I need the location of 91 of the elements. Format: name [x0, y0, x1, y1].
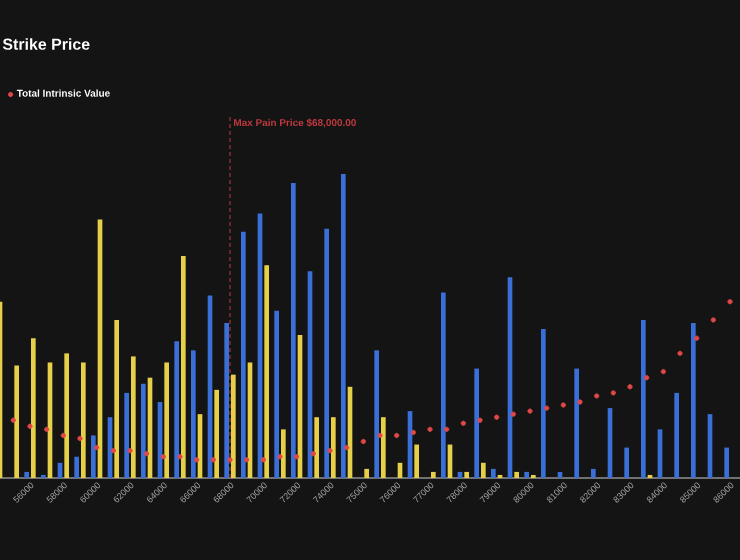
point [444, 426, 450, 432]
bar [191, 350, 196, 478]
point [110, 448, 116, 454]
point [127, 448, 133, 454]
bar [324, 228, 329, 478]
point [460, 420, 466, 426]
bar [381, 417, 386, 478]
bar [64, 353, 69, 478]
point [710, 317, 716, 323]
point [427, 426, 433, 432]
point [694, 335, 700, 341]
bar [91, 435, 96, 478]
bar [124, 392, 129, 478]
point [494, 414, 500, 420]
point [244, 457, 250, 463]
point [94, 445, 100, 451]
bar [414, 444, 419, 478]
point [477, 417, 483, 423]
bar [431, 471, 436, 478]
bar [74, 456, 79, 478]
bar [114, 319, 119, 478]
point [577, 399, 583, 405]
bar [724, 447, 730, 478]
point [194, 457, 200, 463]
point [77, 435, 83, 442]
point [27, 423, 33, 429]
bar [674, 392, 680, 478]
point [594, 393, 600, 399]
point [260, 457, 266, 463]
point [327, 448, 333, 454]
bar [641, 319, 646, 478]
bar [524, 471, 530, 478]
point [44, 426, 50, 432]
bar [181, 256, 186, 478]
bar [174, 341, 179, 478]
point [527, 408, 533, 414]
bar [14, 365, 19, 478]
bar [291, 183, 296, 478]
point [660, 369, 666, 375]
bar [514, 471, 520, 478]
point [310, 451, 316, 457]
point [510, 411, 516, 417]
bar [541, 329, 546, 478]
bar [341, 174, 346, 478]
point [360, 438, 366, 445]
bar [374, 350, 379, 478]
bar [491, 468, 496, 478]
point [177, 454, 183, 460]
bar [31, 338, 36, 478]
point [727, 299, 733, 305]
point [644, 375, 650, 381]
point [560, 402, 566, 408]
point [410, 429, 416, 435]
point [677, 350, 683, 356]
bar [481, 462, 486, 478]
bar [364, 468, 369, 478]
bar [331, 417, 336, 478]
bar [164, 362, 169, 478]
point [627, 384, 633, 390]
bar [281, 429, 286, 478]
bar [441, 292, 446, 478]
bar [264, 265, 269, 478]
point [294, 454, 300, 460]
point [344, 445, 350, 451]
bar [314, 417, 319, 478]
bar [464, 471, 470, 478]
point [544, 405, 550, 411]
bar [474, 368, 480, 478]
bar [231, 374, 236, 478]
bar [214, 389, 219, 478]
point [227, 457, 233, 463]
point [394, 432, 400, 439]
bar [691, 322, 696, 478]
point [144, 451, 150, 457]
bar [591, 468, 596, 478]
point [377, 432, 383, 439]
bar [224, 322, 229, 478]
bar [81, 362, 86, 478]
bar [241, 231, 246, 478]
point [60, 432, 66, 439]
point [160, 454, 166, 460]
bar [624, 447, 630, 478]
bar [274, 310, 279, 478]
bar [574, 368, 580, 478]
point [210, 457, 216, 463]
bar [24, 471, 29, 478]
point [10, 417, 16, 423]
point [610, 390, 616, 396]
bar [131, 356, 136, 478]
point [277, 454, 283, 460]
bar [141, 383, 146, 478]
